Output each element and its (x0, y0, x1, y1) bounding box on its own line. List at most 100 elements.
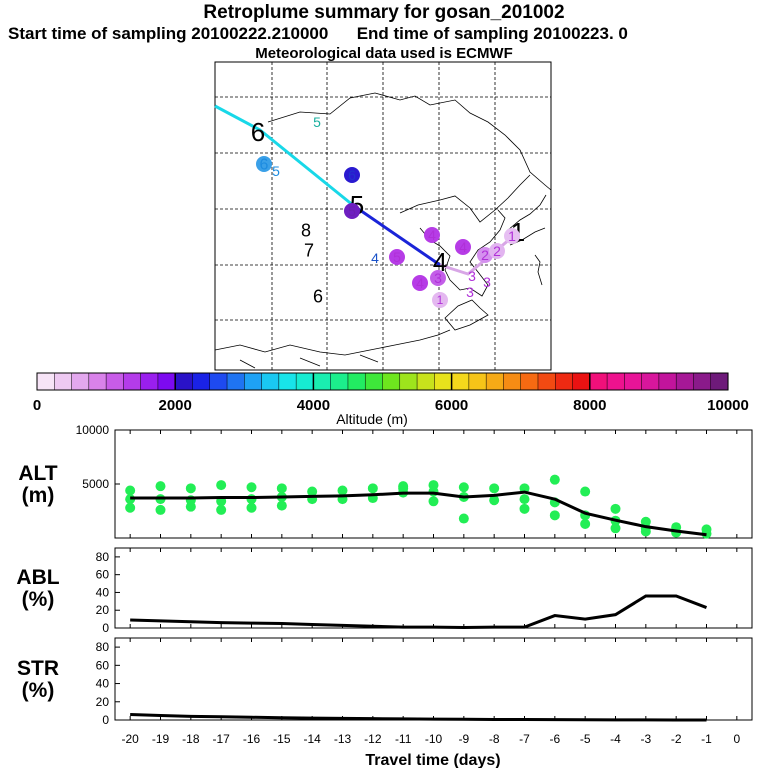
colorbar-cell (606, 372, 625, 391)
colorbar-cell (710, 372, 729, 391)
map-day-label: 4 (428, 227, 436, 243)
colorbar-cell (226, 372, 245, 391)
xtick-label: -11 (395, 732, 412, 746)
colorbar-frame (36, 372, 729, 391)
colorbar-cell (485, 372, 504, 391)
map-day-label: 4 (371, 250, 379, 266)
particle-point (367, 483, 378, 494)
xtick-label: 0 (733, 732, 740, 746)
panel-ylabel: (%) (22, 588, 55, 611)
map-day-label: 5 (393, 249, 401, 265)
colorbar-cell (382, 372, 401, 391)
map-day-label: 8 (301, 220, 311, 240)
particle-point (458, 513, 469, 524)
particle-point (155, 481, 166, 492)
particle-point (519, 494, 530, 505)
map-day-label: 4 (459, 239, 467, 255)
map-gridlines (215, 62, 551, 370)
colorbar-cell (434, 372, 453, 391)
panel-ylabel: (%) (22, 679, 55, 702)
xtick-label: -6 (549, 732, 560, 746)
ytick-label: 40 (96, 585, 110, 599)
particle-point (549, 510, 560, 521)
start-time: Start time of sampling 20100222.210000 (8, 24, 329, 43)
xtick-label: -8 (489, 732, 500, 746)
xtick-label: -13 (334, 732, 352, 746)
met-data-note: Meteorological data used is ECMWF (255, 45, 513, 62)
xtick-label: -10 (425, 732, 443, 746)
colorbar-cell (295, 372, 314, 391)
str-series-line (130, 713, 707, 722)
map-marker-dot (344, 167, 360, 183)
particle-point (246, 482, 257, 493)
xtick-label: -17 (212, 732, 230, 746)
altitude-colorbar: 0 2000 4000 6000 8000 10000 Altitude (m) (33, 372, 749, 427)
colorbar-cell (157, 372, 176, 391)
colorbar-tick-label: 8000 (573, 397, 606, 414)
colorbar-cells (36, 372, 729, 391)
panel-frame (114, 547, 753, 629)
ytick-label: 20 (96, 695, 110, 709)
particle-point (610, 503, 621, 514)
ytick-label: 60 (96, 568, 110, 582)
abl-series-line (130, 594, 708, 630)
xtick-label: -19 (152, 732, 170, 746)
xtick-label: -12 (364, 732, 382, 746)
colorbar-cell (624, 372, 643, 391)
xtick-label: -20 (121, 732, 139, 746)
particle-point (428, 496, 439, 507)
colorbar-cell (54, 372, 73, 391)
particle-point (580, 518, 591, 529)
map-day-label: 2 (481, 247, 489, 263)
ytick-label: 5000 (82, 477, 109, 491)
map-marker-dot (455, 239, 471, 255)
colorbar-cell (503, 372, 522, 391)
coastlines (214, 92, 552, 369)
particle-point (125, 502, 136, 513)
particle-point (185, 483, 196, 494)
map-day-label: 4 (416, 275, 424, 291)
colorbar-cell (71, 372, 90, 391)
colorbar-cell (278, 372, 297, 391)
map-marker-dot (430, 270, 446, 286)
colorbar-cell (88, 372, 107, 391)
colorbar-cell (364, 372, 384, 391)
particle-point (489, 483, 500, 494)
colorbar-cell (416, 372, 435, 391)
trajectory-segment-blue (353, 204, 441, 267)
colorbar-cell (468, 372, 487, 391)
xtick-label: -1 (701, 732, 712, 746)
map-day-label: 3 (466, 284, 474, 300)
colorbar-cell (675, 372, 694, 391)
map-day-label: 3 (434, 270, 442, 286)
ytick-label: 0 (102, 621, 109, 635)
map-day-label: 5 (348, 203, 356, 219)
map-panel: 6565655876454444323332111 (214, 61, 552, 371)
x-axis-label: Travel time (days) (365, 752, 500, 768)
colorbar-cell (209, 372, 228, 391)
colorbar-cell (658, 372, 677, 391)
map-day-label: 6 (260, 157, 269, 174)
particle-point (337, 485, 348, 496)
particle-point (185, 501, 196, 512)
particle-point (640, 526, 651, 537)
colorbar-cell (693, 372, 712, 391)
colorbar-cell (537, 372, 556, 391)
colorbar-cell (520, 372, 539, 391)
map-day-label: 3 (468, 268, 476, 284)
xtick-label: -14 (303, 732, 321, 746)
xtick-label: -7 (519, 732, 530, 746)
map-day-label: 6 (251, 117, 265, 147)
xtick-label: -3 (640, 732, 651, 746)
map-marker-dot (389, 249, 405, 265)
xtick-label: -18 (182, 732, 200, 746)
particle-point (216, 480, 227, 491)
particle-point (549, 474, 560, 485)
particle-point (519, 483, 530, 494)
panel-alt: ALT(m) 5000 10000 (18, 423, 753, 539)
colorbar-tick-label: 0 (33, 397, 41, 414)
colorbar-cell (572, 372, 591, 391)
panel-abl: ABL(%) 0 20 40 60 80 (16, 547, 753, 635)
